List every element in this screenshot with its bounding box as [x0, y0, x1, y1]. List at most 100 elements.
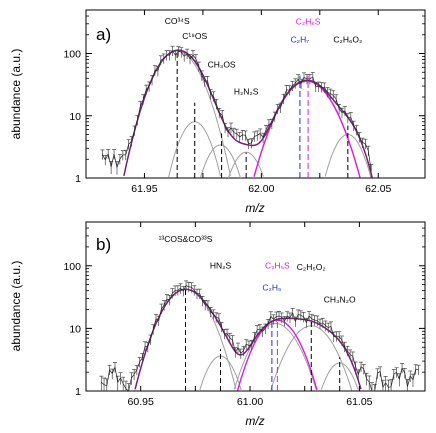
data-connector: [120, 377, 124, 384]
data-connector: [239, 134, 243, 138]
data-connector: [125, 144, 130, 155]
data-connector: [254, 329, 258, 338]
data-connector: [178, 50, 182, 53]
data-connector: [396, 372, 400, 380]
component-curves-a: [123, 50, 372, 179]
data-connector: [297, 78, 302, 84]
data-connector: [103, 384, 107, 387]
data-connector: [262, 328, 266, 332]
annotation-label: CO³⁴S: [165, 16, 190, 26]
annotation-label: HN₂S: [210, 261, 232, 271]
data-connector: [150, 329, 154, 340]
data-connector: [210, 311, 214, 315]
data-connector: [233, 132, 237, 135]
data-connector: [287, 315, 291, 318]
data-connector: [317, 320, 321, 324]
data-connector: [298, 314, 301, 316]
data-connector: [221, 114, 226, 128]
data-connector: [140, 99, 144, 107]
data-connector: [270, 316, 274, 320]
data-connector: [106, 369, 110, 386]
annotation-label: CH₃N₂O: [324, 294, 356, 304]
data-connector: [128, 140, 132, 145]
data-connector: [114, 366, 119, 383]
data-connector: [216, 103, 220, 113]
data-connector: [154, 69, 158, 72]
data-connector: [198, 66, 203, 76]
data-connector: [300, 77, 305, 84]
component-peak: [324, 134, 372, 178]
data-connector: [251, 136, 255, 144]
x-tick-label: 61.05: [346, 396, 372, 408]
data-connector: [216, 316, 219, 319]
component-peak: [233, 322, 317, 391]
y-axis-title-b: abundance (a.u.): [9, 261, 23, 352]
data-connector: [349, 354, 354, 357]
data-connector: [230, 127, 235, 133]
data-connector: [199, 293, 203, 301]
data-connector: [338, 336, 343, 341]
y-tick-label: 100: [63, 49, 81, 61]
data-connector: [133, 369, 138, 375]
x-tick-label: 62.05: [365, 183, 391, 195]
data-connector: [362, 142, 366, 145]
data-connector: [152, 318, 157, 330]
data-connector: [213, 314, 217, 318]
data-connector: [325, 325, 329, 328]
data-connector: [367, 150, 372, 171]
data-connector: [341, 110, 346, 113]
data-connector: [193, 290, 198, 294]
data-connector: [355, 366, 359, 375]
data-connector: [352, 356, 356, 367]
panel-a: CO³⁴S C¹⁸OS CH₃OS H₂N₂S C₂H₇ C₂H₆S C₂H₆O₂ 61.9…: [9, 9, 426, 215]
data-points-a: [100, 45, 374, 178]
data-connector: [186, 53, 191, 60]
data-connector: [104, 153, 109, 161]
data-connector: [243, 344, 247, 351]
data-connector: [398, 367, 403, 380]
data-connector: [318, 86, 322, 88]
data-connector: [347, 350, 351, 355]
data-connector: [180, 51, 185, 57]
data-connector: [180, 287, 184, 292]
data-connector: [268, 123, 272, 125]
data-connector: [303, 316, 307, 323]
y-tick-label: 100: [63, 261, 81, 273]
annotation-label: C₂H₆O₂: [333, 35, 362, 45]
data-connector: [330, 326, 335, 337]
data-connector: [356, 129, 360, 138]
data-connector: [246, 343, 250, 346]
data-connector: [265, 124, 270, 131]
data-connector: [110, 154, 115, 168]
y-tick-label: 1: [75, 173, 81, 185]
data-connector: [283, 89, 287, 99]
data-connector: [237, 347, 242, 354]
x-tick-label: 61.00: [237, 396, 263, 408]
component-peak: [320, 362, 359, 390]
data-connector: [163, 298, 168, 306]
data-connector: [254, 135, 258, 137]
data-connector: [377, 371, 381, 374]
data-connector: [136, 361, 140, 370]
data-connector: [319, 322, 323, 325]
data-connector: [119, 154, 124, 160]
data-connector: [201, 75, 205, 82]
data-connector: [163, 54, 167, 59]
data-connector: [379, 371, 384, 388]
data-connector: [183, 53, 188, 57]
data-connector: [128, 378, 132, 392]
data-connector: [393, 371, 397, 375]
data-connector: [278, 315, 282, 318]
data-connector: [205, 304, 208, 306]
data-connector: [309, 76, 313, 80]
x-tick-label: 60.95: [128, 396, 154, 408]
data-connector: [368, 381, 373, 391]
data-connector: [148, 79, 153, 87]
data-connector: [359, 136, 363, 143]
data-connector: [312, 76, 317, 87]
data-connector: [353, 125, 357, 131]
data-connector: [265, 323, 269, 329]
data-connector: [330, 93, 334, 96]
data-connector: [259, 133, 264, 138]
data-connector: [374, 373, 378, 392]
